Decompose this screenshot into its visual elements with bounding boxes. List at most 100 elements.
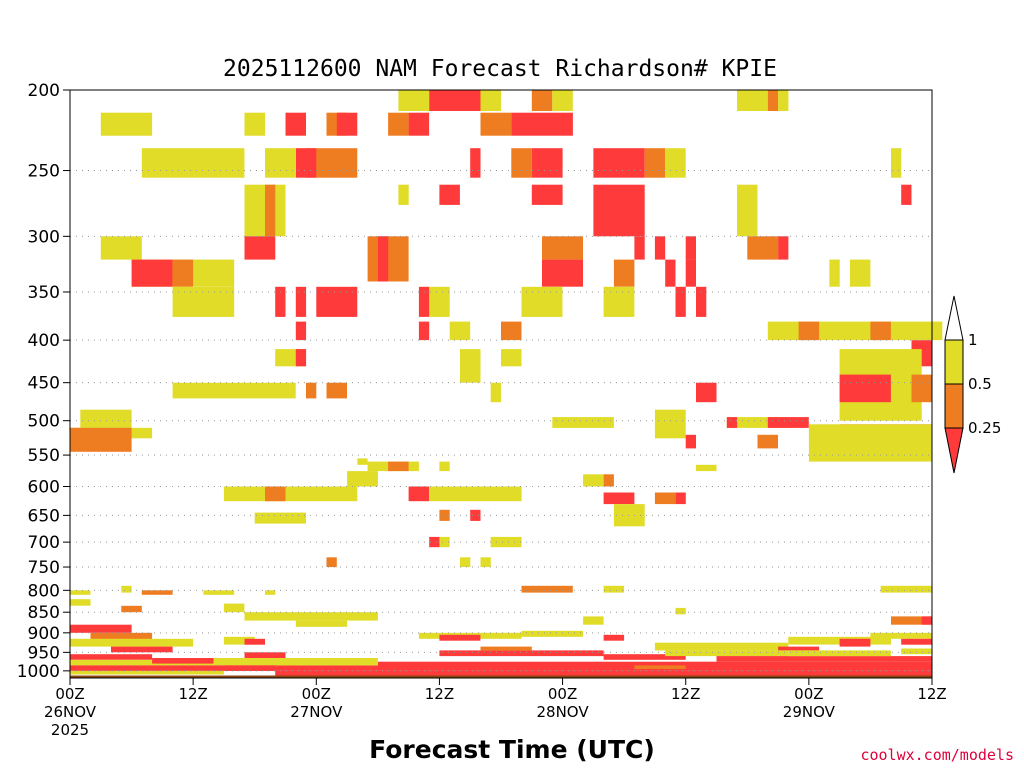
y-tick-label: 750 <box>28 558 60 578</box>
ri-cell <box>223 486 358 502</box>
ri-cell <box>275 286 286 317</box>
plot-frame <box>69 89 933 679</box>
ri-cell <box>480 112 512 136</box>
ri-cell <box>244 638 265 645</box>
credit-text: coolwx.com/models <box>860 746 1014 764</box>
ri-cell <box>203 590 235 595</box>
ri-cell <box>603 474 614 487</box>
ri-cell <box>131 259 173 287</box>
ri-cell <box>70 638 194 647</box>
ri-cell <box>429 486 522 502</box>
y-tick-label: 400 <box>28 331 60 351</box>
ri-cell <box>808 424 932 462</box>
ri-cell <box>726 417 789 428</box>
ri-cell <box>480 646 532 651</box>
ri-cell <box>439 634 481 641</box>
ri-cell <box>460 557 471 568</box>
ri-cell <box>767 321 943 341</box>
ri-cell <box>593 148 645 178</box>
ri-cell <box>439 536 450 548</box>
ri-cell <box>141 148 245 178</box>
ri-cell <box>778 236 789 260</box>
ri-cell <box>665 148 686 178</box>
y-tick-label: 500 <box>28 412 60 432</box>
ri-cell <box>644 148 666 178</box>
ri-cell <box>891 148 902 178</box>
ri-cell <box>921 616 932 625</box>
ri-cell <box>767 417 809 428</box>
ri-cell <box>685 434 696 449</box>
x-tick-label: 28NOV <box>537 703 590 721</box>
ri-cell <box>408 486 430 502</box>
ri-cell <box>70 624 132 633</box>
ri-cell <box>603 585 625 593</box>
y-tick-label: 450 <box>28 374 60 394</box>
ri-cell <box>121 585 132 593</box>
ri-cell <box>439 650 604 657</box>
ri-cell <box>223 665 932 671</box>
ri-cell <box>654 236 666 260</box>
x-tick-label: 12Z <box>425 685 454 703</box>
ri-cell <box>70 670 224 675</box>
ri-cell <box>696 464 717 472</box>
x-tick-label: 12Z <box>917 685 946 703</box>
ri-cell <box>439 509 450 521</box>
ri-cell <box>665 259 676 287</box>
y-axis-ticks: 200 250 300 350 400 450 500 550 600 650 700 750 8008… <box>17 81 70 682</box>
y-tick-label: 700 <box>28 533 60 553</box>
ri-cell <box>675 286 686 317</box>
ri-cell <box>891 616 932 625</box>
ri-cell <box>654 409 686 439</box>
ri-cell <box>295 321 307 341</box>
gridlines <box>70 170 932 672</box>
ri-cell <box>726 417 738 428</box>
ri-cell <box>552 417 614 428</box>
ri-cell <box>100 236 142 260</box>
ri-cell <box>511 112 573 136</box>
ri-cell <box>634 236 645 260</box>
ri-cell <box>295 349 307 367</box>
y-tick-label: 300 <box>28 227 60 247</box>
ri-cell <box>70 654 153 660</box>
ri-cell <box>511 148 532 178</box>
ri-cell <box>295 148 317 178</box>
ri-cell <box>757 434 778 449</box>
ri-cell <box>685 236 696 260</box>
colorbar: 1 0.5 0.25 <box>944 295 1001 474</box>
ri-cell <box>429 90 481 111</box>
ri-cell <box>80 409 132 428</box>
ri-cell <box>542 236 583 260</box>
ri-cell <box>521 585 573 593</box>
colorbar-label-025: 0.25 <box>968 419 1001 437</box>
colorbar-top-arrow <box>944 295 964 341</box>
ri-cell <box>583 616 604 625</box>
ri-cell <box>542 259 583 287</box>
ri-cell <box>265 148 296 178</box>
ri-cell <box>788 650 891 657</box>
ri-cell <box>439 184 460 205</box>
ri-cell <box>531 148 563 178</box>
ri-cell <box>70 427 132 452</box>
ri-cell <box>100 112 153 136</box>
ri-cell <box>121 605 142 613</box>
ri-cell <box>439 461 450 472</box>
ri-cell <box>172 382 296 399</box>
ri-cell <box>275 670 932 677</box>
ri-cell <box>70 599 91 606</box>
x-tick-label: 29NOV <box>783 703 836 721</box>
ri-cell <box>470 509 481 521</box>
ri-cell <box>70 665 276 671</box>
ri-cell <box>90 632 153 641</box>
colorbar-label-1: 1 <box>968 331 978 349</box>
ri-cell <box>265 184 276 237</box>
ri-cell <box>275 658 378 666</box>
ri-cell <box>501 321 522 341</box>
ri-cell <box>460 349 481 383</box>
ri-cell <box>603 286 635 317</box>
ri-cell <box>880 585 932 593</box>
chart-title: 2025112600 NAM Forecast Richardson# KPIE <box>223 56 777 82</box>
ri-cell <box>172 286 235 317</box>
ground-strip <box>70 675 932 678</box>
